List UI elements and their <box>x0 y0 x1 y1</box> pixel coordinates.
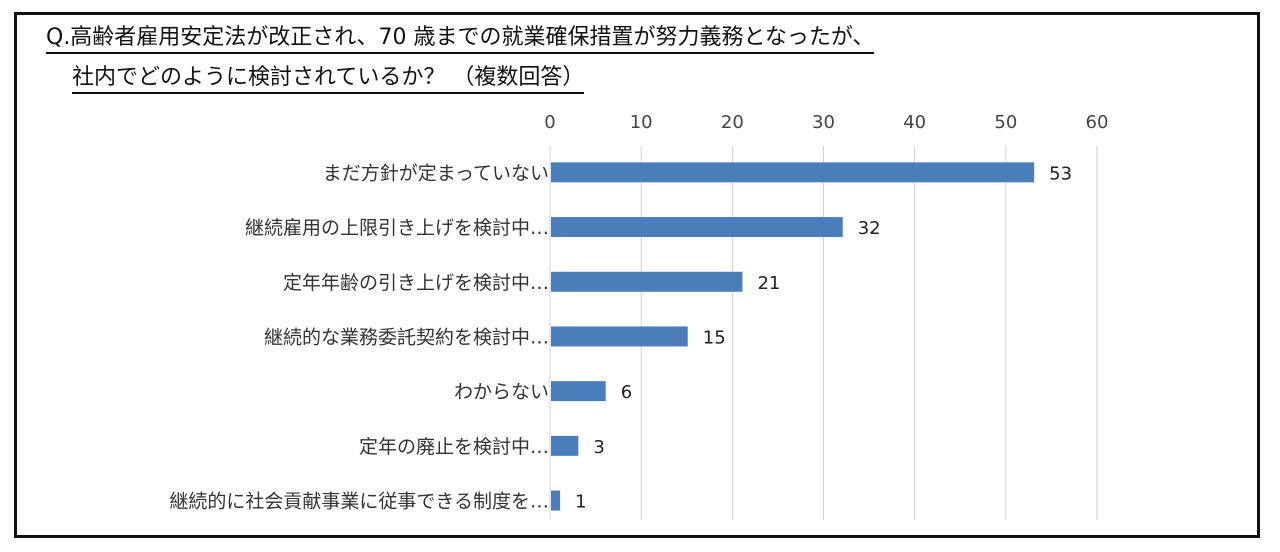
category-label: 継続的に社会貢献事業に従事できる制度を… <box>169 491 549 513</box>
x-tick-label: 30 <box>812 112 835 133</box>
data-label: 53 <box>1049 163 1072 184</box>
data-label: 15 <box>703 327 726 348</box>
bar <box>551 490 561 511</box>
x-axis-ticks: 0 10 20 30 40 50 60 <box>544 112 1108 133</box>
data-label: 3 <box>593 437 604 458</box>
chart-title-line1: Q.高齢者雇用安定法が改正され、70 歳までの就業確保措置が努力義務となったが、 <box>46 24 875 54</box>
chart-title-line2: 社内でどのように検討されているか？ （複数回答） <box>72 64 585 94</box>
x-tick-label: 50 <box>994 112 1017 133</box>
x-tick-label: 60 <box>1086 112 1109 133</box>
bar <box>551 162 1035 183</box>
category-label: まだ方針が定まっていない <box>323 162 549 184</box>
category-label: 継続雇用の上限引き上げを検討中… <box>245 217 549 239</box>
data-label: 32 <box>858 218 881 239</box>
bar <box>551 381 606 402</box>
bar <box>551 217 843 238</box>
x-tick-label: 10 <box>630 112 653 133</box>
data-label: 21 <box>757 273 780 294</box>
bar <box>551 271 743 292</box>
data-label: 1 <box>575 492 586 513</box>
category-label: 継続的な業務委託契約を検討中… <box>264 326 549 348</box>
category-label: わからない <box>454 381 549 403</box>
bar <box>551 326 688 347</box>
bars <box>551 162 1035 511</box>
data-labels: 53 32 21 15 6 3 1 <box>575 163 1072 512</box>
category-label: 定年年齢の引き上げを検討中… <box>283 272 549 294</box>
x-tick-label: 0 <box>544 112 555 133</box>
x-tick-label: 40 <box>903 112 926 133</box>
bar <box>551 435 579 456</box>
grid-lines <box>549 146 1098 520</box>
category-label: 定年の廃止を検討中… <box>359 436 549 458</box>
data-label: 6 <box>621 382 632 403</box>
x-tick-label: 20 <box>721 112 744 133</box>
